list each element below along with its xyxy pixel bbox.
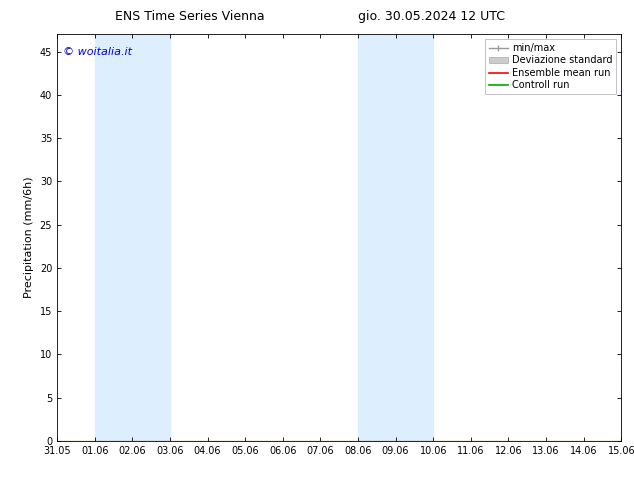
Bar [94, 34, 170, 441]
Legend: min/max, Deviazione standard, Ensemble mean run, Controll run: min/max, Deviazione standard, Ensemble m… [485, 39, 616, 94]
Text: © woitalia.it: © woitalia.it [63, 47, 132, 56]
Text: gio. 30.05.2024 12 UTC: gio. 30.05.2024 12 UTC [358, 10, 505, 23]
Bar [358, 34, 433, 441]
Y-axis label: Precipitation (mm/6h): Precipitation (mm/6h) [24, 177, 34, 298]
Text: ENS Time Series Vienna: ENS Time Series Vienna [115, 10, 265, 23]
Bar [621, 34, 634, 441]
